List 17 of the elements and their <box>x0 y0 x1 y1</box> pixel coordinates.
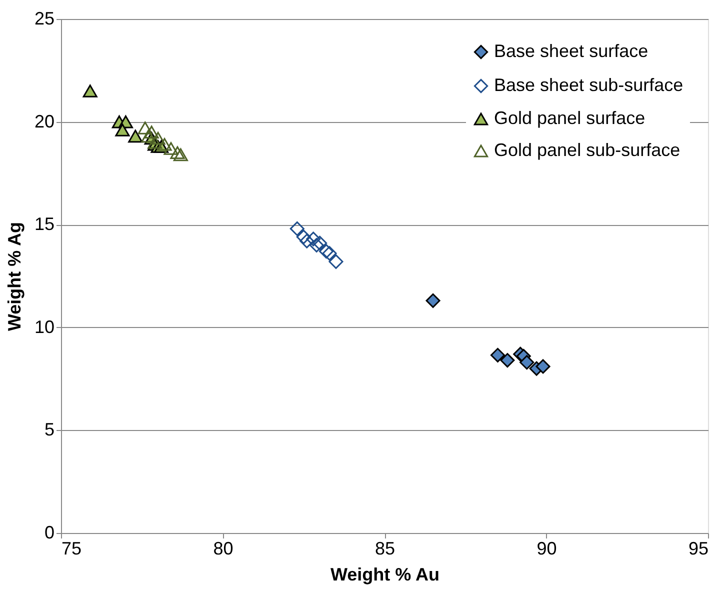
x-tick-label: 95 <box>688 538 708 558</box>
x-tick-label: 80 <box>213 538 234 558</box>
legend-label: Base sheet surface <box>494 41 648 61</box>
y-tick-label: 5 <box>44 420 54 440</box>
legend-label: Gold panel sub-surface <box>494 140 680 160</box>
x-axis-title: Weight % Au <box>330 564 440 584</box>
x-tick-label: 85 <box>374 538 396 558</box>
y-tick-label: 0 <box>44 522 54 542</box>
y-tick-label: 10 <box>34 316 54 337</box>
x-tick-label: 75 <box>62 538 82 558</box>
x-tick-label: 90 <box>536 538 557 558</box>
legend-label: Base sheet sub-surface <box>494 75 684 95</box>
y-tick-label: 15 <box>34 214 54 234</box>
y-tick-label: 20 <box>34 111 54 132</box>
y-axis-title: Weight % Ag <box>4 222 24 331</box>
y-tick-label: 25 <box>34 8 54 28</box>
legend-label: Gold panel surface <box>494 108 646 128</box>
